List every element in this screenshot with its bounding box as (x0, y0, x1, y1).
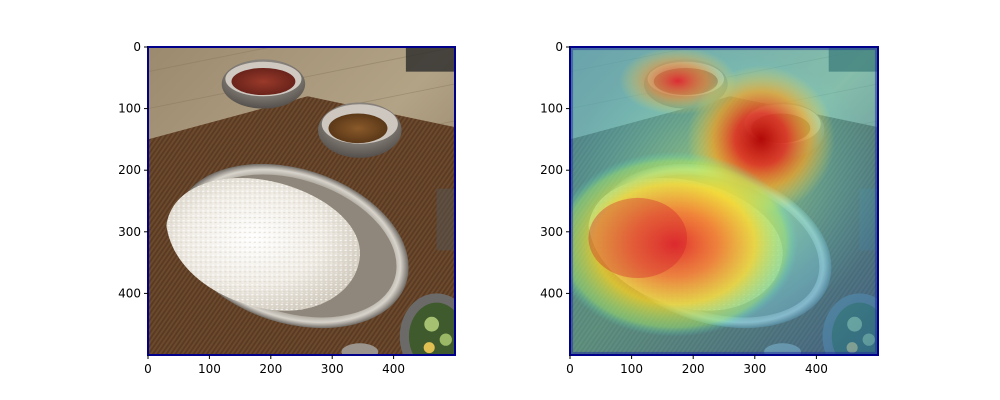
right-x-tick-label: 100 (620, 362, 643, 376)
left-x-tick-label: 100 (198, 362, 221, 376)
right-y-tick-label: 100 (540, 102, 563, 116)
right-x-tick-label: 200 (682, 362, 705, 376)
right-y-tick-label: 400 (540, 286, 563, 300)
right-axes-frame (569, 46, 879, 356)
left-x-tick-label: 400 (382, 362, 405, 376)
left-y-tick-label: 100 (118, 102, 141, 116)
right-y-tick-label: 300 (540, 225, 563, 239)
left-y-tick-label: 0 (133, 40, 141, 54)
left-x-tick-label: 0 (144, 362, 152, 376)
left-x-tick-label: 200 (259, 362, 282, 376)
left-y-axis: 0 100 200 300 400 (118, 40, 148, 300)
left-y-tick-label: 200 (118, 163, 141, 177)
right-y-axis: 0 100 200 300 400 (540, 40, 570, 300)
food-photo (148, 47, 455, 355)
heatmap-overlay-photo (570, 47, 878, 355)
right-y-tick-label: 200 (540, 163, 563, 177)
right-x-tick-label: 400 (805, 362, 828, 376)
right-y-tick-label: 0 (555, 40, 563, 54)
left-y-tick-label: 300 (118, 225, 141, 239)
right-x-tick-label: 0 (566, 362, 574, 376)
left-axes-frame (147, 46, 456, 356)
left-x-tick-label: 300 (321, 362, 344, 376)
right-axes: 0 100 200 300 400 0 100 200 300 400 (540, 40, 879, 376)
right-x-tick-label: 300 (743, 362, 766, 376)
left-x-axis: 0 100 200 300 400 (144, 355, 405, 376)
left-axes: 0 100 200 300 400 0 100 200 300 400 (118, 40, 456, 376)
right-x-axis: 0 100 200 300 400 (566, 355, 828, 376)
left-y-tick-label: 400 (118, 286, 141, 300)
